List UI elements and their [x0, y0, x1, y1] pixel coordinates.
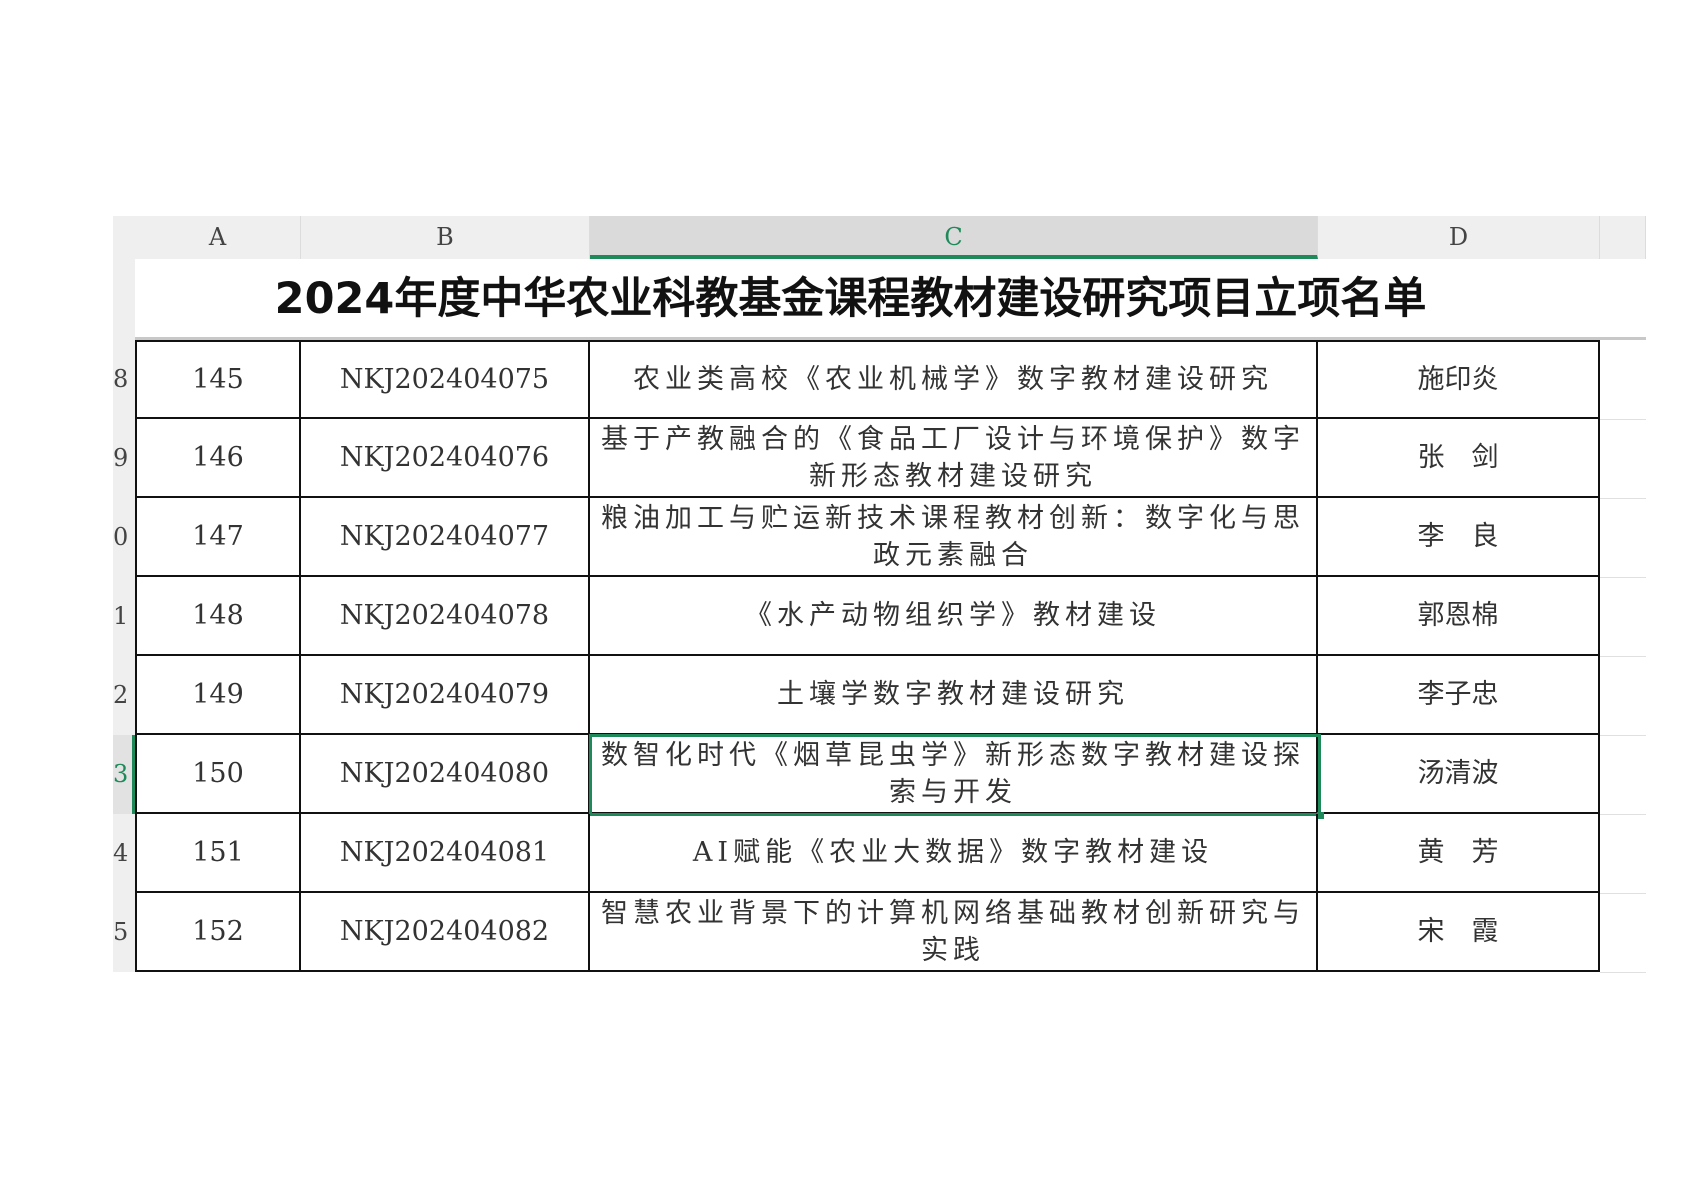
cell-code[interactable]: NKJ202404079: [301, 656, 590, 735]
cell-no[interactable]: 147: [135, 498, 301, 577]
cell-name[interactable]: 土壤学数字教材建设研究: [590, 656, 1318, 735]
row-header[interactable]: 2: [113, 656, 135, 735]
cell-code[interactable]: NKJ202404080: [301, 735, 590, 814]
empty-cell[interactable]: [1600, 893, 1646, 973]
cell-name[interactable]: 数智化时代《烟草昆虫学》新形态数字教材建设探索与开发: [590, 735, 1318, 814]
cell-name[interactable]: 农业类高校《农业机械学》数字教材建设研究: [590, 340, 1318, 419]
row-header[interactable]: 0: [113, 498, 135, 577]
cell-no[interactable]: 151: [135, 814, 301, 893]
cell-no[interactable]: 150: [135, 735, 301, 814]
cell-no[interactable]: 152: [135, 893, 301, 972]
cell-name[interactable]: AI赋能《农业大数据》数字教材建设: [590, 814, 1318, 893]
cell-code[interactable]: NKJ202404075: [301, 340, 590, 419]
cell-code[interactable]: NKJ202404078: [301, 577, 590, 656]
column-header-e[interactable]: [1600, 216, 1646, 259]
row-header[interactable]: 3: [113, 735, 135, 814]
cell-no[interactable]: 145: [135, 340, 301, 419]
cell-person[interactable]: 郭恩棉: [1318, 577, 1600, 656]
row-header[interactable]: 1: [113, 577, 135, 656]
row-header[interactable]: 8: [113, 340, 135, 419]
empty-cell[interactable]: [1600, 735, 1646, 815]
cell-person[interactable]: 宋 霞: [1318, 893, 1600, 972]
empty-cell[interactable]: [1600, 656, 1646, 736]
cell-code[interactable]: NKJ202404076: [301, 419, 590, 498]
row-header[interactable]: 5: [113, 893, 135, 972]
row-header-title[interactable]: [113, 259, 135, 340]
cell-code[interactable]: NKJ202404077: [301, 498, 590, 577]
empty-cell[interactable]: [1600, 419, 1646, 499]
cell-name[interactable]: 《水产动物组织学》教材建设: [590, 577, 1318, 656]
sheet-title-cell[interactable]: 2024年度中华农业科教基金课程教材建设研究项目立项名单: [135, 259, 1646, 340]
cell-code[interactable]: NKJ202404081: [301, 814, 590, 893]
empty-cell[interactable]: [1600, 814, 1646, 894]
cell-person[interactable]: 李子忠: [1318, 656, 1600, 735]
cell-no[interactable]: 146: [135, 419, 301, 498]
column-header-d[interactable]: D: [1318, 216, 1600, 259]
column-header-c[interactable]: C: [590, 216, 1318, 259]
select-all-corner[interactable]: [113, 216, 135, 259]
cell-person[interactable]: 黄 芳: [1318, 814, 1600, 893]
cell-person[interactable]: 李 良: [1318, 498, 1600, 577]
cell-name[interactable]: 粮油加工与贮运新技术课程教材创新：数字化与思政元素融合: [590, 498, 1318, 577]
cell-no[interactable]: 149: [135, 656, 301, 735]
sheet-title: 2024年度中华农业科教基金课程教材建设研究项目立项名单: [274, 274, 1427, 324]
column-header-a[interactable]: A: [135, 216, 301, 259]
cell-person[interactable]: 张 剑: [1318, 419, 1600, 498]
cell-person[interactable]: 汤清波: [1318, 735, 1600, 814]
row-header[interactable]: 9: [113, 419, 135, 498]
cell-name[interactable]: 基于产教融合的《食品工厂设计与环境保护》数字新形态教材建设研究: [590, 419, 1318, 498]
cell-name[interactable]: 智慧农业背景下的计算机网络基础教材创新研究与实践: [590, 893, 1318, 972]
cell-person[interactable]: 施印炎: [1318, 340, 1600, 419]
column-header-b[interactable]: B: [301, 216, 590, 259]
row-header[interactable]: 4: [113, 814, 135, 893]
cell-code[interactable]: NKJ202404082: [301, 893, 590, 972]
empty-cell[interactable]: [1600, 498, 1646, 578]
empty-cell[interactable]: [1600, 577, 1646, 657]
cell-no[interactable]: 148: [135, 577, 301, 656]
empty-cell[interactable]: [1600, 340, 1646, 420]
